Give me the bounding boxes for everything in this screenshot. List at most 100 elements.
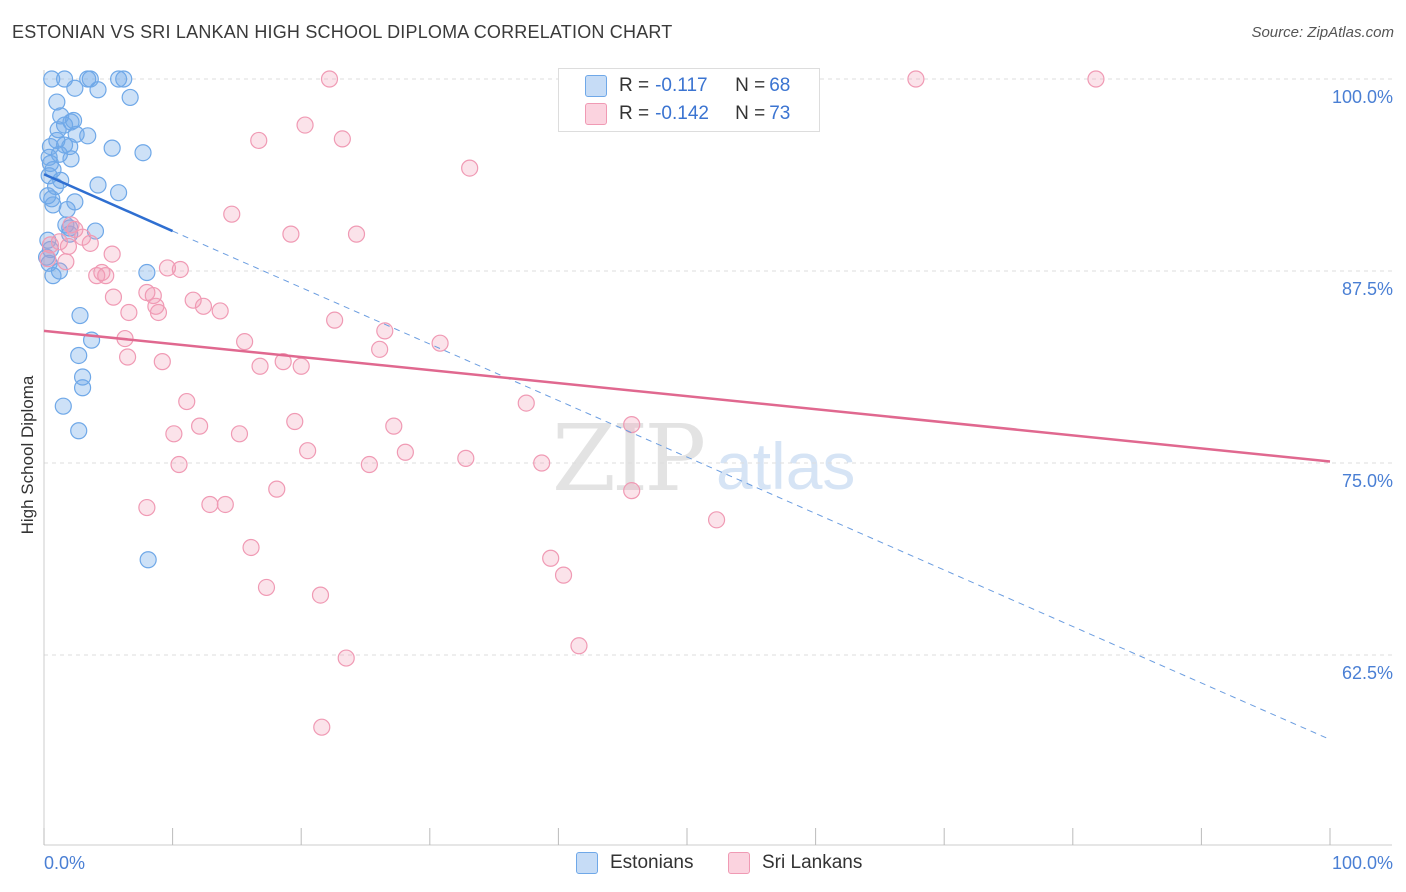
point-estonians (70, 346, 88, 365)
point-sri-lankans (138, 498, 156, 517)
correlation-legend: R = -0.117 N = 68 R = -0.142 N = 73 (558, 68, 820, 132)
point-sri-lankans (542, 549, 560, 567)
point-estonians (71, 306, 89, 325)
legend-row-estonians: R = -0.117 N = 68 (559, 73, 790, 99)
point-estonians (66, 79, 84, 97)
point-estonians (109, 70, 128, 88)
legend-n-value: 73 (769, 103, 791, 124)
point-sri-lankans (171, 260, 189, 279)
legend-r-label: R = (619, 103, 650, 124)
point-estonians (79, 127, 97, 145)
point-sri-lankans (907, 70, 925, 88)
x-tick-label: 100.0% (1332, 853, 1393, 873)
point-sri-lankans (97, 267, 115, 285)
point-sri-lankans (104, 288, 123, 306)
point-sri-lankans (216, 495, 234, 514)
point-sri-lankans (326, 311, 344, 329)
point-sri-lankans (178, 392, 196, 411)
point-sri-lankans (570, 637, 588, 655)
point-sri-lankans (292, 357, 310, 375)
point-sri-lankans (184, 291, 202, 309)
point-estonians (64, 111, 83, 130)
point-sri-lankans (268, 480, 286, 498)
legend-item-estonians[interactable]: Estonians (576, 852, 693, 874)
point-sri-lankans (457, 449, 475, 467)
legend-row-sri-lankans: R = -0.142 N = 73 (559, 101, 790, 127)
point-sri-lankans (360, 455, 378, 474)
legend-n-label: N = (735, 75, 766, 96)
legend-r-label: R = (619, 75, 650, 96)
point-sri-lankans (88, 267, 106, 285)
point-estonians (138, 263, 156, 282)
point-estonians (44, 267, 62, 285)
point-sri-lankans (623, 482, 641, 500)
point-sri-lankans (50, 233, 69, 251)
point-estonians (54, 397, 72, 415)
point-sri-lankans (103, 245, 121, 263)
point-sri-lankans (158, 259, 177, 277)
legend-item-sri-lankans[interactable]: Sri Lankans (728, 852, 862, 874)
legend-swatch-estonians (585, 75, 607, 97)
point-sri-lankans (118, 348, 137, 366)
point-sri-lankans (149, 303, 168, 322)
point-sri-lankans (707, 511, 726, 529)
chart-title: ESTONIAN VS SRI LANKAN HIGH SCHOOL DIPLO… (12, 22, 673, 42)
point-sri-lankans (299, 442, 317, 460)
point-sri-lankans (236, 333, 254, 351)
legend-swatch-estonians (576, 852, 598, 874)
point-sri-lankans (311, 586, 330, 604)
y-tick-label: 75.0% (1342, 471, 1393, 491)
watermark-zip: ZIP (552, 405, 706, 512)
point-sri-lankans (201, 495, 219, 514)
series-legend: Estonians Sri Lankans (0, 852, 1406, 876)
point-sri-lankans (144, 286, 162, 305)
point-sri-lankans (274, 353, 292, 371)
legend-label-estonians: Estonians (610, 852, 694, 873)
point-estonians (89, 176, 107, 194)
point-sri-lankans (57, 253, 75, 271)
y-tick-label: 62.5% (1342, 663, 1393, 683)
trendline-estonians-projection (172, 230, 1331, 740)
point-estonians (89, 81, 107, 99)
point-sri-lankans (333, 130, 351, 148)
point-sri-lankans (41, 236, 60, 254)
point-estonians (58, 200, 76, 219)
point-estonians (134, 144, 152, 162)
trendline-sri-lankans (43, 329, 1331, 463)
point-estonians (139, 551, 157, 569)
trendline-estonians (43, 173, 174, 233)
point-sri-lankans (257, 578, 276, 597)
point-estonians (43, 190, 61, 208)
point-sri-lankans (554, 566, 573, 584)
point-sri-lankans (165, 425, 183, 443)
point-sri-lankans (194, 297, 213, 315)
point-sri-lankans (313, 718, 331, 736)
point-sri-lankans (223, 205, 241, 223)
point-sri-lankans (81, 234, 99, 252)
watermark-atlas: atlas (716, 429, 856, 503)
point-estonians (48, 93, 66, 111)
x-tick-label: 0.0% (44, 853, 85, 873)
point-sri-lankans (320, 70, 339, 88)
point-sri-lankans (59, 237, 78, 256)
y-tick-label: 87.5% (1342, 279, 1393, 299)
legend-n-value: 68 (769, 75, 791, 96)
point-sri-lankans (120, 303, 138, 322)
point-sri-lankans (170, 455, 188, 474)
point-sri-lankans (153, 353, 171, 371)
point-estonians (70, 422, 88, 440)
point-sri-lankans (623, 416, 641, 434)
point-estonians (115, 70, 133, 88)
point-sri-lankans (296, 116, 314, 134)
source-label: Source: ZipAtlas.com (1251, 24, 1394, 41)
point-sri-lankans (211, 302, 229, 320)
point-estonians (62, 150, 80, 168)
point-estonians (73, 379, 92, 397)
legend-swatch-sri-lankans (728, 852, 750, 874)
y-tick-label: 100.0% (1332, 87, 1393, 107)
point-estonians (43, 70, 61, 88)
point-estonians (52, 107, 70, 125)
point-sri-lankans (533, 454, 551, 472)
legend-n-label: N = (735, 103, 766, 124)
